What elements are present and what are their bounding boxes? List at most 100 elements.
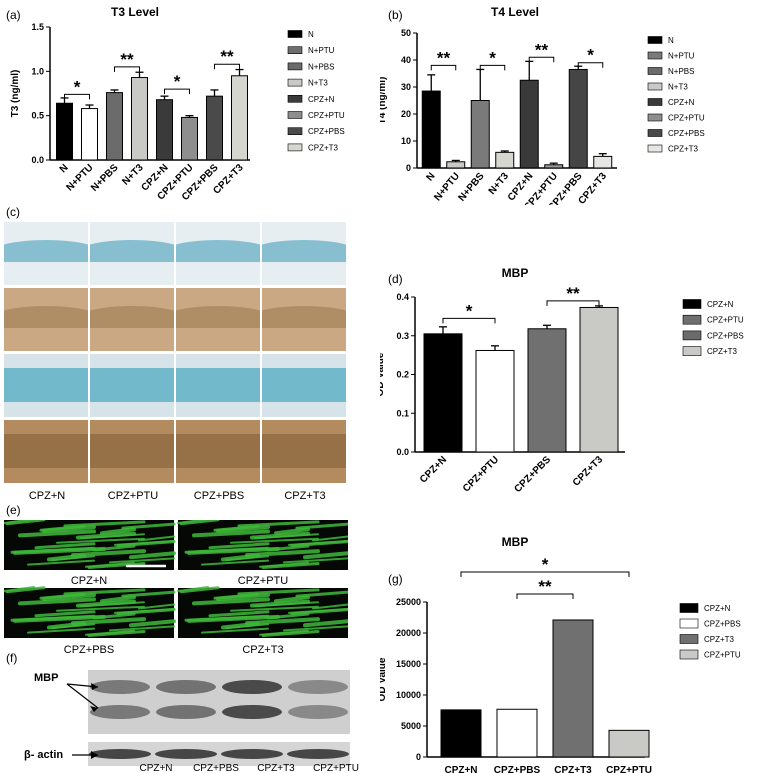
bar: [181, 116, 198, 161]
white-matter-band: [262, 240, 346, 262]
fluorescence-tile: [177, 520, 348, 570]
legend-swatch: [647, 67, 663, 75]
myelin-fiber: [42, 525, 96, 533]
white-matter-band: [4, 240, 88, 262]
myelin-fiber: [312, 535, 348, 542]
legend-label: CPZ+T3: [704, 635, 735, 644]
bar: [423, 333, 463, 453]
legend-label: CPZ+PBS: [308, 127, 345, 136]
myelin-fiber: [138, 603, 175, 610]
micrograph-tile: [4, 354, 88, 417]
x-tick-label: CPZ+N: [418, 454, 449, 485]
white-matter-band: [90, 434, 174, 468]
x-tick-label: N+PBS: [457, 171, 487, 204]
legend-swatch: [679, 649, 699, 660]
myelin-fiber: [13, 546, 106, 555]
white-matter-band: [90, 240, 174, 262]
myelin-fiber: [192, 597, 270, 606]
myelin-fiber: [27, 559, 95, 566]
micrograph-caption: CPZ+PTU: [107, 490, 159, 502]
legend-swatch: [287, 111, 303, 119]
myelin-fiber: [13, 614, 106, 623]
bar: [106, 92, 123, 161]
myelin-fiber: [116, 608, 176, 616]
micrograph-tile: [4, 420, 88, 483]
y-tick-label: 5000: [401, 721, 421, 731]
legend-swatch: [682, 314, 702, 325]
chart-mbp-western-od: MBP 0 5000 10000 15000 20000 25000 OD Value CPZ+…: [380, 535, 741, 773]
y-tick-label: 0.4: [396, 292, 409, 302]
legend-label: N+PBS: [668, 67, 694, 76]
myelin-fiber: [56, 605, 145, 612]
white-matter-band: [262, 368, 346, 402]
myelin-fiber: [274, 595, 310, 604]
y-tick-label: 0.5: [31, 111, 44, 121]
myelin-fiber: [27, 627, 95, 634]
y-tick-label: 20: [401, 109, 411, 119]
micrograph-grid: [4, 222, 347, 486]
micrograph-tile: [176, 222, 260, 285]
fluorescence-caption: CPZ+PTU: [237, 575, 289, 587]
y-tick-label: 0.3: [396, 331, 409, 341]
blot-band-mbp-lower: [156, 705, 216, 719]
micrograph-tile: [262, 420, 346, 483]
legend-label: CPZ+N: [704, 604, 731, 613]
significance-label: *: [542, 555, 549, 574]
legend-label: CPZ+T3: [707, 347, 738, 356]
micrograph-tile: [176, 354, 260, 417]
arrow-line: [66, 683, 99, 709]
x-tick-label: CPZ+PBS: [494, 765, 541, 773]
myelin-fiber: [261, 630, 320, 637]
myelin-fiber: [80, 533, 145, 540]
significance-label: **: [566, 284, 580, 303]
myelin-fiber: [208, 610, 270, 618]
y-tick-label: 0.0: [396, 447, 409, 457]
blot-band-mbp-upper: [288, 680, 348, 694]
lane-label: CPZ+PTU: [313, 763, 359, 773]
significance-label: *: [466, 301, 473, 320]
panel-label-e: (e): [6, 503, 21, 517]
legend-label: N+PTU: [308, 46, 335, 55]
chart-t4-level: T4 Level 0 10 20 30 40 50 T4 (ng/ml) N N+PTU N+PBS…: [380, 5, 705, 205]
legend-label: CPZ+N: [308, 95, 335, 104]
micrograph-tile: [90, 420, 174, 483]
significance-label: **: [538, 577, 552, 596]
fluorescence-caption: CPZ+PBS: [63, 644, 115, 656]
bar: [421, 90, 441, 169]
legend-swatch: [287, 62, 303, 71]
myelin-fiber: [201, 627, 269, 634]
white-matter-band: [4, 306, 88, 328]
bar: [519, 79, 539, 169]
lane-label: CPZ+T3: [257, 763, 295, 773]
micrograph-tile: [176, 420, 260, 483]
fluorescence-images: [4, 520, 348, 638]
y-tick-label: 0.2: [396, 370, 409, 380]
myelin-fiber: [5, 520, 46, 526]
actin-label: β- actin: [24, 749, 63, 761]
y-tick-label: 0: [406, 163, 411, 173]
panel-label-b: (b): [388, 8, 403, 22]
bar: [568, 68, 588, 169]
micrograph-tile: [4, 288, 88, 351]
significance-bracket: [546, 300, 600, 306]
legend-swatch: [647, 36, 663, 44]
myelin-fiber: [18, 529, 96, 538]
micrograph-tile: [90, 222, 174, 285]
myelin-fiber: [225, 555, 269, 562]
myelin-fiber: [51, 555, 95, 562]
blot-band-mbp-upper: [90, 680, 150, 694]
chart-mbp-od: MBP 0.0 0.1 0.2 0.3 0.4 OD Value CPZ+N CPZ+PTU CP…: [380, 266, 744, 495]
legend-label: N+PBS: [308, 62, 334, 71]
myelin-fiber: [42, 593, 96, 601]
myelin-fiber: [51, 623, 95, 630]
myelin-fiber: [129, 619, 176, 628]
bar: [156, 99, 173, 161]
y-tick-label: 15000: [396, 659, 421, 669]
fluorescence-tile: [4, 520, 176, 570]
x-tick-label: CPZ+T3: [554, 765, 592, 773]
myelin-fiber: [245, 617, 320, 626]
bar: [496, 708, 538, 758]
legend-label: CPZ+N: [707, 300, 734, 309]
chart-title: T4 Level: [491, 5, 539, 19]
chart-title: MBP: [502, 535, 529, 549]
